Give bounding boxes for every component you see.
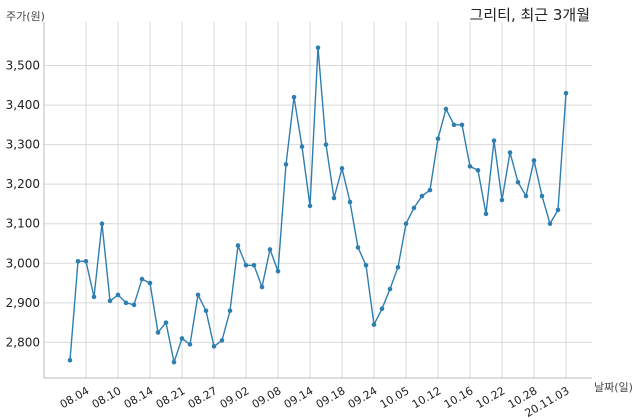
y-tick-label: 3,500 (6, 59, 40, 73)
data-point (491, 138, 497, 143)
data-point (563, 90, 569, 96)
data-point (531, 158, 537, 163)
data-point (539, 193, 545, 199)
x-tick-label: 08.04 (58, 384, 92, 411)
data-point (227, 308, 233, 314)
data-point (443, 106, 449, 112)
x-tick-label: 08.27 (186, 384, 220, 411)
data-point (123, 300, 129, 306)
data-point (283, 162, 289, 167)
data-point (187, 342, 193, 347)
data-point (195, 292, 201, 298)
data-point (363, 262, 369, 268)
data-point (219, 338, 225, 343)
data-point (395, 264, 401, 270)
data-point (179, 336, 185, 341)
data-point (315, 45, 321, 51)
x-tick-label: 08.14 (122, 384, 156, 411)
data-point (515, 179, 521, 185)
data-point (91, 294, 97, 300)
data-point (275, 268, 281, 274)
data-point (419, 193, 425, 199)
data-point (347, 199, 353, 205)
data-point (139, 276, 145, 282)
x-tick-label: 09.02 (218, 384, 252, 411)
x-tick-label: 09.14 (282, 384, 316, 411)
price-line (69, 47, 567, 365)
y-tick-label: 3,400 (6, 98, 40, 112)
data-point (451, 122, 457, 128)
y-tick-label: 3,100 (6, 217, 40, 231)
data-point (323, 142, 329, 147)
data-point (171, 359, 177, 365)
data-point (371, 322, 377, 327)
y-tick-label: 3,000 (6, 256, 40, 270)
data-point (555, 207, 561, 213)
data-point (211, 344, 217, 349)
data-point (267, 247, 273, 252)
x-tick-label: 10.22 (474, 384, 508, 411)
data-point (99, 221, 105, 227)
x-tick-label: 10.16 (442, 384, 476, 411)
data-point (467, 164, 473, 169)
data-point (251, 262, 257, 268)
grid (44, 22, 592, 378)
data-point (427, 187, 433, 193)
chart-title: 그리티, 최근 3개월 (470, 6, 590, 24)
data-point (203, 308, 209, 314)
x-tick-label: 10.05 (378, 384, 412, 411)
x-tick-label: 10.12 (410, 384, 444, 411)
data-point (387, 286, 393, 292)
x-tick-label: 08.10 (90, 384, 124, 411)
data-point (475, 168, 481, 173)
x-tick-label: 09.18 (314, 384, 348, 411)
data-point (107, 298, 113, 304)
data-point (115, 292, 121, 298)
data-point (403, 221, 409, 227)
y-tick-labels: 2,800 2,900 3,000 3,100 3,200 3,300 3,400 3,500 (6, 59, 40, 350)
data-point (291, 94, 297, 100)
data-point (339, 166, 345, 171)
x-axis-label: 날짜(일) (594, 380, 633, 394)
y-tick-label: 2,800 (6, 335, 40, 349)
data-point (259, 284, 265, 290)
data-point (411, 205, 417, 211)
data-point (459, 122, 465, 128)
y-tick-label: 3,300 (6, 138, 40, 152)
data-point (307, 203, 313, 209)
data-point (243, 262, 249, 268)
axes (43, 22, 592, 379)
x-tick-label: 09.24 (346, 384, 380, 411)
x-tick-label: 09.08 (250, 384, 284, 411)
data-point (547, 221, 553, 227)
data-point (331, 195, 337, 201)
data-point (155, 330, 161, 335)
y-tick-label: 2,900 (6, 296, 40, 310)
data-point (507, 150, 513, 155)
data-point (355, 245, 361, 250)
data-point (83, 259, 89, 264)
y-tick-label: 3,200 (6, 177, 40, 191)
data-point (67, 357, 73, 363)
data-point (299, 144, 305, 149)
x-tick-labels: 08.0408.1008.1408.2108.2709.0209.0809.14… (58, 384, 572, 419)
data-point (523, 193, 529, 199)
data-point (499, 197, 505, 203)
data-point (163, 320, 169, 325)
data-point (379, 306, 385, 312)
data-point (131, 302, 137, 308)
series (67, 45, 569, 365)
data-point (147, 280, 153, 286)
data-point (483, 211, 489, 217)
data-point (75, 259, 81, 264)
data-point (235, 243, 241, 248)
x-tick-label: 08.21 (154, 384, 188, 411)
data-point (435, 136, 441, 141)
y-axis-label: 주가(원) (6, 10, 45, 23)
